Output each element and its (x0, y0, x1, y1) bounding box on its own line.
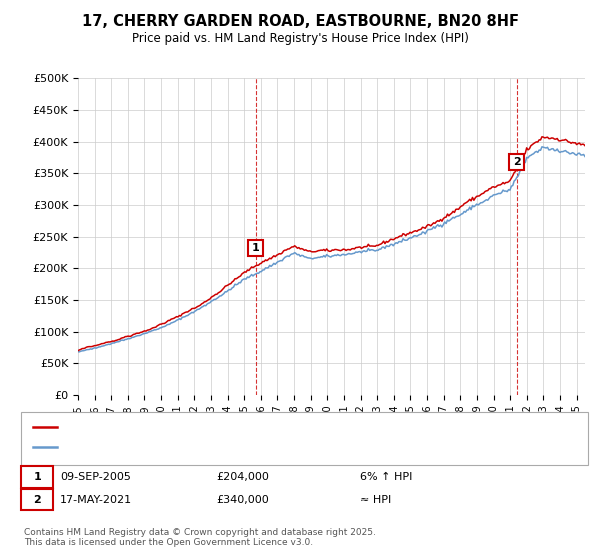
Text: 1: 1 (34, 472, 41, 482)
Text: 17, CHERRY GARDEN ROAD, EASTBOURNE, BN20 8HF: 17, CHERRY GARDEN ROAD, EASTBOURNE, BN20… (82, 14, 518, 29)
Text: £204,000: £204,000 (216, 472, 269, 482)
Text: ≈ HPI: ≈ HPI (360, 494, 391, 505)
Text: £340,000: £340,000 (216, 494, 269, 505)
Text: 2: 2 (34, 494, 41, 505)
Text: 2: 2 (512, 157, 520, 167)
Text: Price paid vs. HM Land Registry's House Price Index (HPI): Price paid vs. HM Land Registry's House … (131, 32, 469, 45)
Text: 6% ↑ HPI: 6% ↑ HPI (360, 472, 412, 482)
Text: 1: 1 (252, 243, 260, 253)
Text: Contains HM Land Registry data © Crown copyright and database right 2025.
This d: Contains HM Land Registry data © Crown c… (24, 528, 376, 547)
Text: 17-MAY-2021: 17-MAY-2021 (60, 494, 132, 505)
Text: HPI: Average price, semi-detached house, Eastbourne: HPI: Average price, semi-detached house,… (63, 442, 344, 452)
Text: 17, CHERRY GARDEN ROAD, EASTBOURNE, BN20 8HF (semi-detached house): 17, CHERRY GARDEN ROAD, EASTBOURNE, BN20… (63, 422, 465, 432)
Text: 09-SEP-2005: 09-SEP-2005 (60, 472, 131, 482)
